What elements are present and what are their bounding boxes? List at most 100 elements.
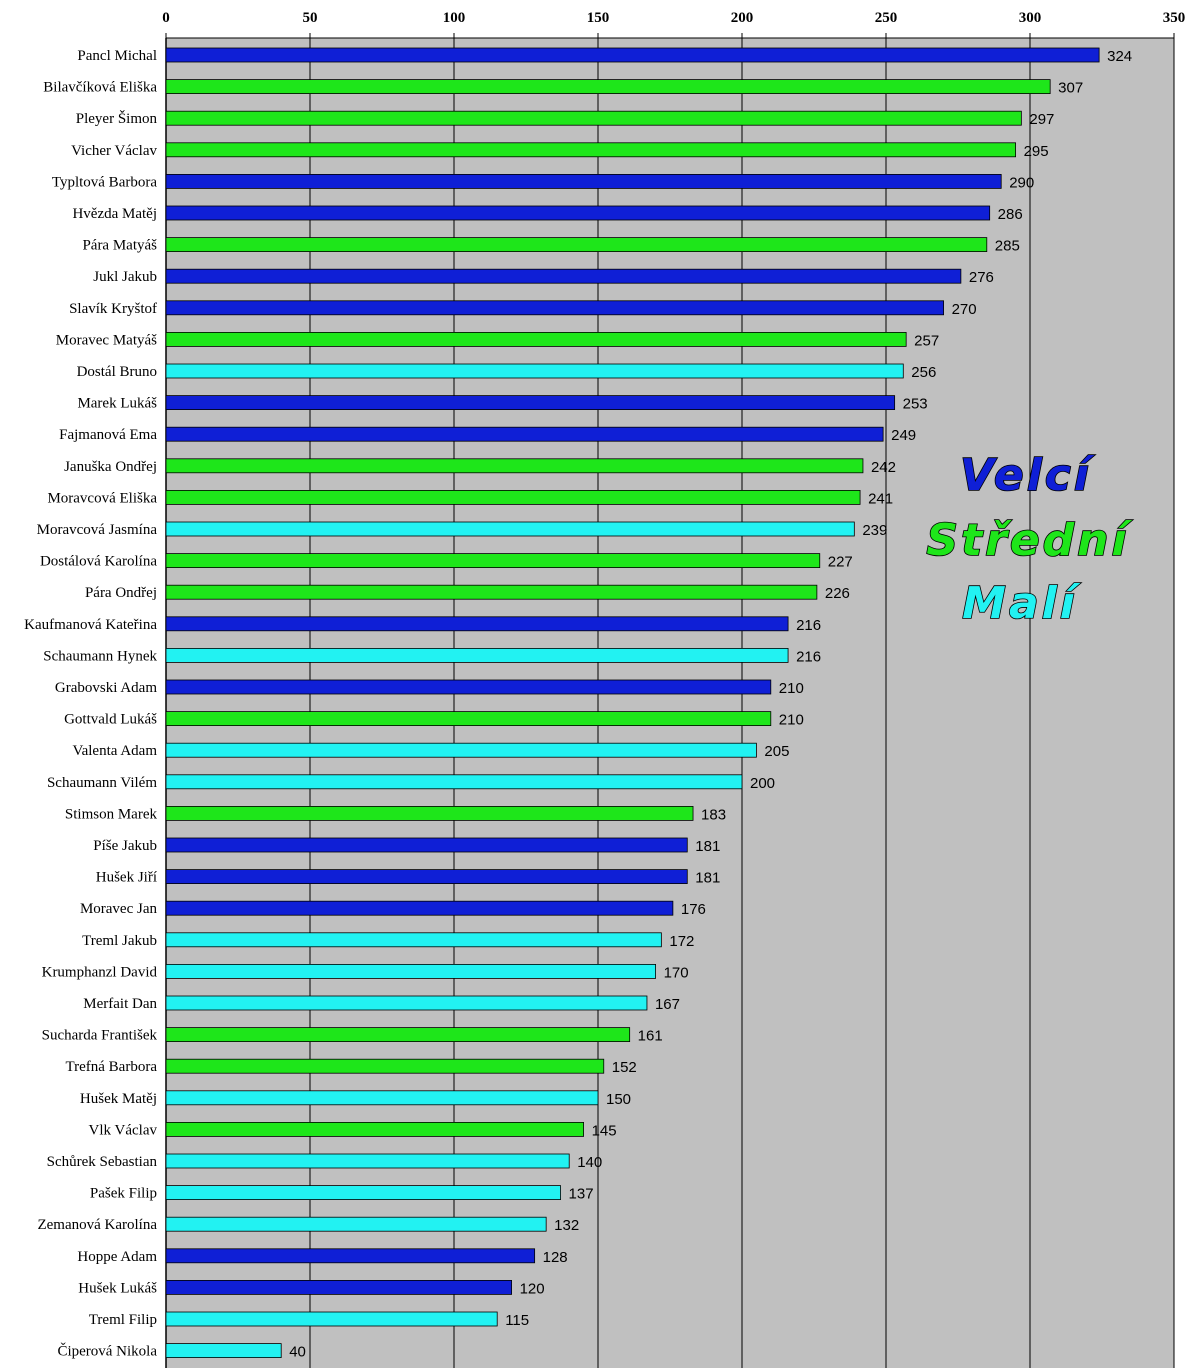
value-label: 253 xyxy=(903,396,928,413)
value-label: 205 xyxy=(764,743,789,760)
category-label: Hoppe Adam xyxy=(77,1249,157,1265)
bar xyxy=(165,1185,561,1200)
bar xyxy=(165,363,904,379)
category-label: Pára Ondřej xyxy=(85,585,157,601)
category-label: Merfait Dan xyxy=(83,996,157,1012)
value-label: 145 xyxy=(592,1122,617,1139)
legend-entry: Malí xyxy=(962,578,1081,629)
bar xyxy=(165,1058,605,1074)
value-label: 241 xyxy=(868,490,893,507)
value-label: 285 xyxy=(995,238,1020,255)
category-label: Čiperová Nikola xyxy=(57,1343,157,1360)
value-label: 115 xyxy=(505,1312,529,1329)
value-label: 170 xyxy=(664,964,689,981)
category-label: Hušek Matěj xyxy=(80,1091,157,1107)
bar xyxy=(165,426,884,442)
category-label: Hušek Jiří xyxy=(96,870,157,886)
bar xyxy=(165,1311,498,1327)
x-tick-label: 250 xyxy=(875,10,898,26)
category-label: Vicher Václav xyxy=(71,143,157,159)
value-label: 216 xyxy=(796,648,821,665)
category-label: Treml Jakub xyxy=(82,933,157,949)
bar xyxy=(165,553,821,568)
category-label: Schůrek Sebastian xyxy=(47,1154,158,1170)
category-label: Stimson Marek xyxy=(65,806,158,822)
bar xyxy=(165,584,818,600)
value-label: 249 xyxy=(891,427,916,444)
category-label: Píše Jakub xyxy=(93,838,157,854)
bar xyxy=(165,489,861,505)
value-label: 210 xyxy=(779,680,804,697)
value-label: 295 xyxy=(1024,143,1049,160)
value-label: 140 xyxy=(577,1154,602,1171)
category-label: Schaumann Hynek xyxy=(43,648,157,664)
category-label: Hušek Lukáš xyxy=(78,1280,157,1296)
bar xyxy=(165,237,988,253)
category-label: Zemanová Karolína xyxy=(37,1217,157,1233)
category-label: Typltová Barbora xyxy=(52,174,158,190)
bars xyxy=(165,47,1100,1358)
value-label: 200 xyxy=(750,775,775,792)
category-label: Trefná Barbora xyxy=(65,1059,157,1075)
bar xyxy=(165,1090,599,1106)
bar xyxy=(165,932,662,948)
category-label: Bilavčíková Eliška xyxy=(43,80,157,96)
x-tick-label: 150 xyxy=(587,10,610,26)
value-label: 227 xyxy=(828,554,853,571)
bar xyxy=(165,616,789,632)
bar xyxy=(165,742,757,758)
category-label: Pleyer Šimon xyxy=(76,110,158,127)
value-label: 256 xyxy=(911,364,936,381)
value-label: 172 xyxy=(669,933,694,950)
bar xyxy=(165,142,1016,158)
category-label: Moravcová Eliška xyxy=(47,490,157,506)
bar xyxy=(165,869,688,884)
value-label: 307 xyxy=(1058,80,1083,97)
value-label: 40 xyxy=(289,1344,306,1361)
bar xyxy=(165,648,789,663)
bar xyxy=(165,1343,282,1358)
category-label: Valenta Adam xyxy=(72,743,157,759)
value-label: 128 xyxy=(543,1249,568,1266)
bar xyxy=(165,711,772,726)
bar xyxy=(165,331,907,347)
category-label: Grabovski Adam xyxy=(55,680,157,696)
value-label: 216 xyxy=(796,617,821,634)
bar xyxy=(165,837,688,853)
value-label: 270 xyxy=(952,301,977,318)
bar xyxy=(165,995,648,1011)
value-label: 167 xyxy=(655,996,680,1013)
grid-lines xyxy=(309,38,1175,1368)
category-label: Hvězda Matěj xyxy=(72,206,157,222)
category-label: Treml Filip xyxy=(89,1312,157,1328)
x-tick-label: 50 xyxy=(303,10,318,26)
category-label: Krumphanzl David xyxy=(42,964,158,980)
category-label: Gottvald Lukáš xyxy=(64,712,157,728)
value-label: 132 xyxy=(554,1217,579,1234)
bar xyxy=(165,1280,513,1295)
value-label: 242 xyxy=(871,459,896,476)
bar xyxy=(165,521,855,537)
value-label: 137 xyxy=(569,1186,594,1203)
x-tick-label: 0 xyxy=(162,10,170,26)
bar xyxy=(165,679,772,695)
category-label: Schaumann Vilém xyxy=(47,775,157,791)
value-label: 150 xyxy=(606,1091,631,1108)
bar xyxy=(165,1248,536,1264)
category-label: Jukl Jakub xyxy=(93,269,157,285)
category-label: Kaufmanová Kateřina xyxy=(24,617,157,633)
bar xyxy=(165,300,944,316)
bar xyxy=(165,1153,570,1169)
value-label: 181 xyxy=(695,870,720,887)
value-label: 226 xyxy=(825,585,850,602)
legend-entry: Velcí xyxy=(960,450,1095,501)
category-label: Moravec Matyáš xyxy=(56,332,157,348)
category-label: Pára Matyáš xyxy=(82,238,157,254)
value-label: 152 xyxy=(612,1059,637,1076)
value-label: 120 xyxy=(520,1280,545,1297)
category-label: Marek Lukáš xyxy=(77,396,157,412)
category-label: Pašek Filip xyxy=(90,1186,157,1202)
category-label: Moravcová Jasmína xyxy=(37,522,158,538)
bar xyxy=(165,79,1051,94)
